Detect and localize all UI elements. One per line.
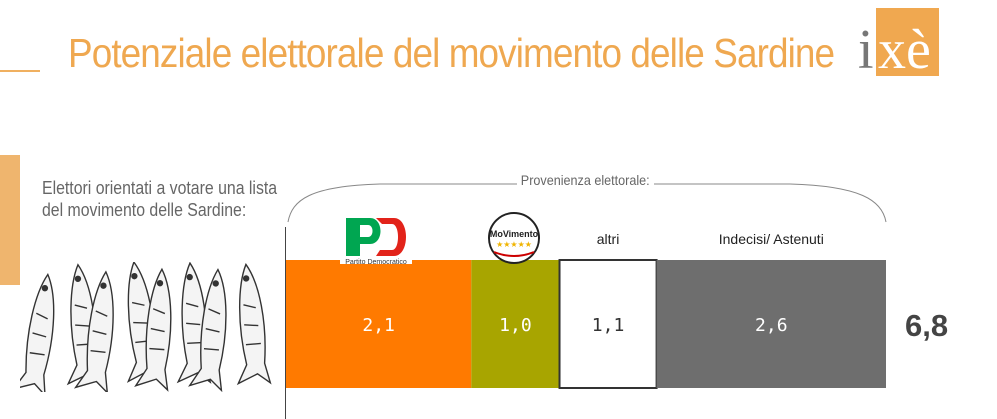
description-line-1: Elettori orientati a votare una lista <box>42 178 278 198</box>
bar-segment-m5s <box>471 260 560 388</box>
pd-logo: Partito Democratico <box>340 214 412 266</box>
ixe-logo: i xè <box>858 8 939 76</box>
provenance-label: Provenienza elettorale: <box>519 172 652 188</box>
bar-segment-pd <box>286 260 472 388</box>
bar-segment-altri <box>558 259 658 389</box>
sardines-illustration <box>20 262 272 392</box>
provenance-bracket <box>287 183 887 223</box>
bar-segment-indecisi <box>656 260 886 388</box>
category-labels: altri Indecisi/ Astenuti <box>597 231 824 247</box>
total-value: 6,8 <box>905 308 949 343</box>
accent-tab <box>0 155 20 285</box>
category-label-indecisi: Indecisi/ Astenuti <box>719 231 824 247</box>
svg-text:★★★★★: ★★★★★ <box>496 240 532 249</box>
m5s-logo: MoVimento ★★★★★ <box>488 212 540 264</box>
value-label-m5s: 1,0 <box>499 315 532 336</box>
page-title: Potenziale elettorale del movimento dell… <box>68 30 835 76</box>
category-label-altri: altri <box>597 231 620 247</box>
value-label-indecisi: 2,6 <box>755 315 788 336</box>
svg-text:xè: xè <box>878 19 931 76</box>
bar-axis-line <box>285 227 286 419</box>
value-label-pd: 2,1 <box>362 315 395 336</box>
svg-text:Partito Democratico: Partito Democratico <box>345 259 407 266</box>
description-line-2: del movimento delle Sardine: <box>42 200 247 220</box>
svg-text:i: i <box>858 19 874 76</box>
svg-text:MoVimento: MoVimento <box>490 229 539 239</box>
value-label-altri: 1,1 <box>592 315 625 336</box>
bar-segments <box>286 259 886 389</box>
description: Elettori orientati a votare una lista de… <box>42 177 277 221</box>
segment-value-labels: 2,1 1,0 1,1 2,6 <box>362 315 787 336</box>
title-rule <box>0 70 40 72</box>
